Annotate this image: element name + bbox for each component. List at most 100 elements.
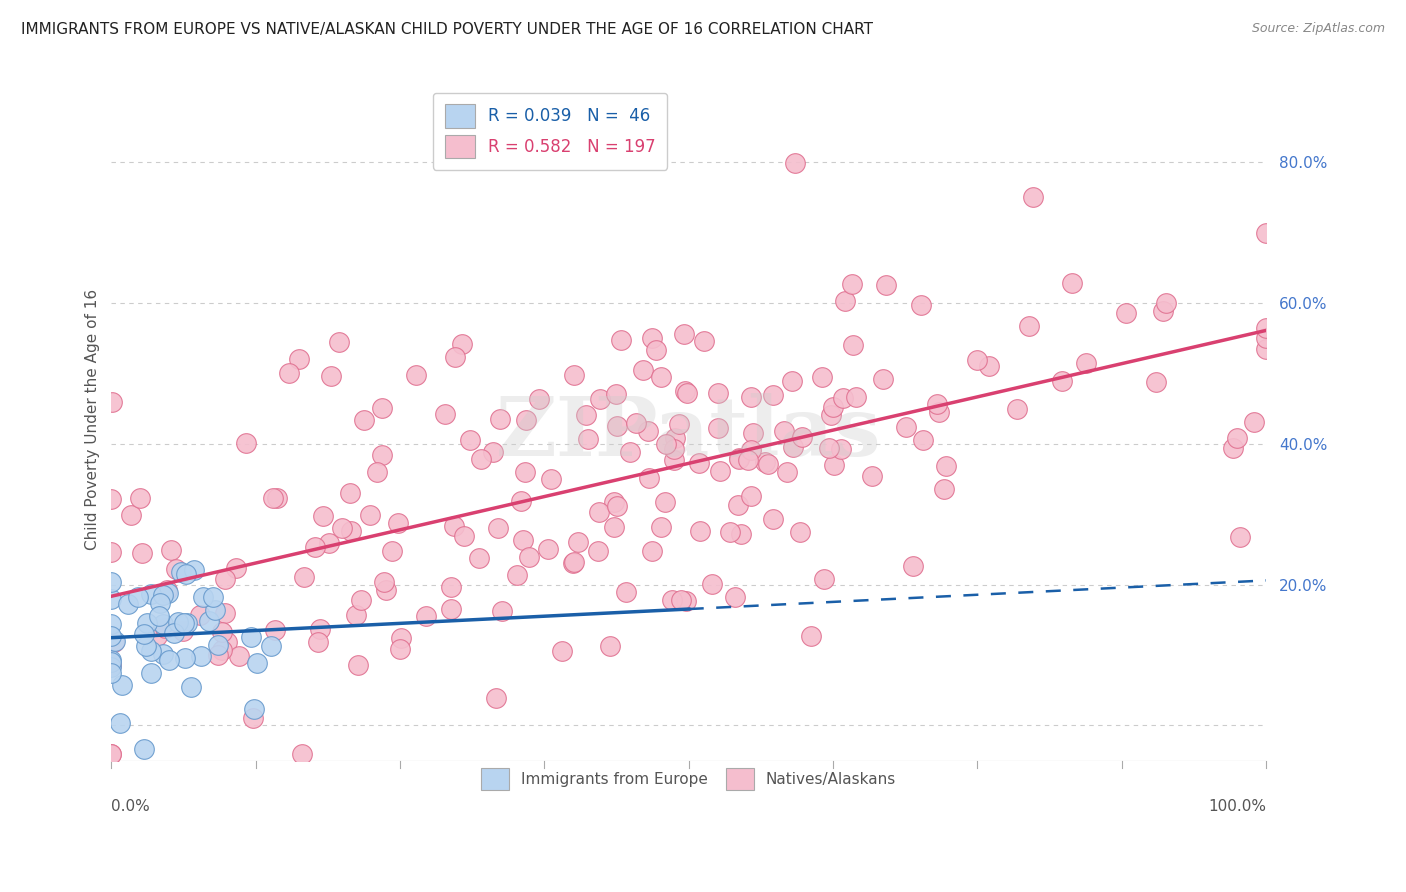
Point [373, 574, 395, 589]
Point [785, 156, 807, 170]
Point [834, 294, 856, 309]
Point [935, 458, 957, 473]
Point [132, 627, 155, 641]
Point [820, 408, 842, 422]
Point [132, 741, 155, 756]
Point [156, 582, 179, 597]
Point [509, 493, 531, 508]
Point [180, 680, 202, 694]
Point [277, 366, 299, 380]
Point [841, 277, 863, 291]
Point [631, 362, 654, 376]
Point [1018, 318, 1040, 333]
Point [347, 657, 370, 672]
Point [101, 395, 124, 409]
Point [650, 519, 672, 533]
Point [842, 338, 865, 352]
Point [727, 451, 749, 466]
Point [1050, 374, 1073, 388]
Point [740, 489, 762, 503]
Point [486, 521, 509, 535]
Point [381, 543, 404, 558]
Point [875, 278, 897, 293]
Point [614, 585, 637, 599]
Point [912, 434, 935, 448]
Point [451, 337, 474, 351]
Point [540, 472, 562, 486]
Point [467, 550, 489, 565]
Point [183, 563, 205, 577]
Point [225, 560, 247, 574]
Point [792, 430, 814, 444]
Point [641, 544, 664, 558]
Point [1254, 343, 1277, 357]
Point [637, 471, 659, 485]
Point [339, 485, 361, 500]
Point [789, 525, 811, 540]
Point [330, 521, 353, 535]
Point [1076, 356, 1098, 370]
Point [191, 590, 214, 604]
Point [761, 388, 783, 402]
Point [100, 666, 122, 681]
Point [170, 565, 193, 579]
Point [242, 711, 264, 725]
Point [100, 657, 122, 672]
Point [773, 424, 796, 438]
Point [641, 331, 664, 345]
Point [800, 629, 823, 643]
Point [610, 333, 633, 347]
Point [605, 387, 627, 401]
Point [1154, 295, 1177, 310]
Point [1115, 306, 1137, 320]
Point [662, 453, 685, 467]
Point [266, 491, 288, 505]
Point [148, 608, 170, 623]
Point [100, 492, 122, 507]
Point [353, 413, 375, 427]
Point [515, 465, 537, 479]
Point [129, 491, 152, 505]
Text: Source: ZipAtlas.com: Source: ZipAtlas.com [1251, 22, 1385, 36]
Point [103, 635, 125, 649]
Point [374, 582, 396, 597]
Point [344, 607, 367, 622]
Point [832, 391, 855, 405]
Point [675, 594, 697, 608]
Point [155, 621, 177, 635]
Point [215, 635, 238, 649]
Point [366, 465, 388, 479]
Point [117, 597, 139, 611]
Point [737, 453, 759, 467]
Point [515, 413, 537, 427]
Point [845, 390, 868, 404]
Point [564, 555, 586, 569]
Point [312, 509, 335, 524]
Point [740, 443, 762, 458]
Point [645, 343, 668, 357]
Point [139, 644, 162, 658]
Point [190, 648, 212, 663]
Point [157, 652, 180, 666]
Point [693, 334, 716, 348]
Point [470, 452, 492, 467]
Point [603, 495, 626, 509]
Point [104, 633, 127, 648]
Point [228, 648, 250, 663]
Point [165, 562, 187, 576]
Point [551, 644, 574, 658]
Point [707, 421, 730, 435]
Point [780, 374, 803, 388]
Point [664, 442, 686, 456]
Point [304, 541, 326, 555]
Point [127, 591, 149, 605]
Point [776, 465, 799, 479]
Point [823, 458, 845, 473]
Point [214, 607, 236, 621]
Point [1254, 331, 1277, 345]
Point [440, 580, 463, 594]
Point [676, 385, 699, 400]
Point [727, 451, 749, 466]
Point [586, 543, 609, 558]
Point [350, 593, 373, 607]
